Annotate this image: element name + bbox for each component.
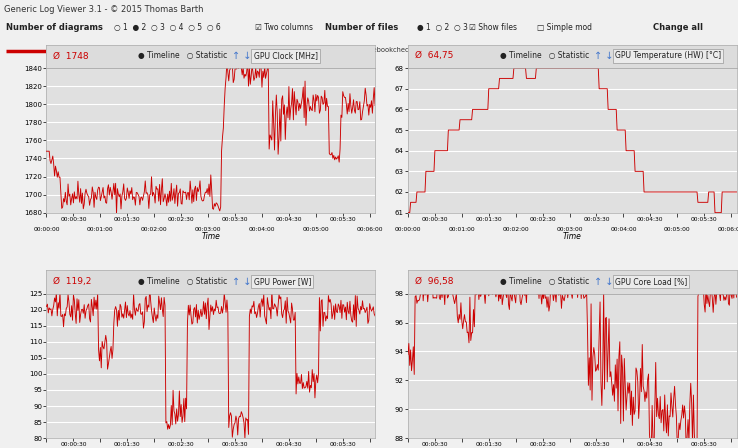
- Text: Duration:: Duration:: [137, 45, 173, 54]
- Text: ● Timeline   ○ Statistic: ● Timeline ○ Statistic: [500, 52, 589, 60]
- Text: ☑ Two columns: ☑ Two columns: [255, 23, 313, 32]
- Text: ↑ ↓: ↑ ↓: [232, 276, 252, 286]
- X-axis label: Time: Time: [201, 232, 220, 241]
- Text: ☑ Show files: ☑ Show files: [469, 23, 517, 32]
- Text: Ø  119,2: Ø 119,2: [53, 277, 92, 286]
- Text: 00:06:07: 00:06:07: [173, 45, 207, 54]
- Text: File:: File:: [240, 45, 255, 54]
- Text: Ø  64,75: Ø 64,75: [415, 52, 453, 60]
- Text: ↑ ↓: ↑ ↓: [593, 276, 613, 286]
- Text: GPU Clock [MHz]: GPU Clock [MHz]: [254, 52, 317, 60]
- Text: C:\Users\Sebastian\OneDrive\Notebookcheck\05_Mai\Helios 500\Screens\Stress_GPU_l: C:\Users\Sebastian\OneDrive\Notebookchec…: [262, 46, 573, 53]
- Text: Generic Log Viewer 3.1 - © 2015 Thomas Barth: Generic Log Viewer 3.1 - © 2015 Thomas B…: [4, 5, 203, 14]
- Text: ● Timeline   ○ Statistic: ● Timeline ○ Statistic: [139, 277, 228, 286]
- Text: Edit: Edit: [210, 47, 224, 53]
- Text: Number of diagrams: Number of diagrams: [6, 23, 103, 32]
- Text: ● 1  ○ 2  ○ 3: ● 1 ○ 2 ○ 3: [417, 23, 468, 32]
- Text: Start:: Start:: [70, 45, 92, 54]
- Text: ● Timeline   ○ Statistic: ● Timeline ○ Statistic: [139, 52, 228, 60]
- Text: ● Timeline   ○ Statistic: ● Timeline ○ Statistic: [500, 277, 589, 286]
- Text: ↑ ↓: ↑ ↓: [232, 51, 252, 61]
- Text: Change all: Change all: [653, 23, 703, 32]
- Text: Number of files: Number of files: [325, 23, 398, 32]
- X-axis label: Time: Time: [563, 232, 582, 241]
- Text: Open File: Open File: [700, 47, 734, 53]
- Text: 00:00:00: 00:00:00: [94, 45, 128, 54]
- Text: ○ 1  ● 2  ○ 3  ○ 4  ○ 5  ○ 6: ○ 1 ● 2 ○ 3 ○ 4 ○ 5 ○ 6: [114, 23, 221, 32]
- Text: GPU Core Load [%]: GPU Core Load [%]: [615, 277, 687, 286]
- Text: GPU Power [W]: GPU Power [W]: [254, 277, 311, 286]
- Text: ↑ ↓: ↑ ↓: [593, 51, 613, 61]
- Text: Ø  1748: Ø 1748: [53, 52, 89, 60]
- Text: □ Simple mod: □ Simple mod: [537, 23, 593, 32]
- Text: GPU Temperature (HW) [°C]: GPU Temperature (HW) [°C]: [615, 52, 721, 60]
- Text: Ø  96,58: Ø 96,58: [415, 277, 453, 286]
